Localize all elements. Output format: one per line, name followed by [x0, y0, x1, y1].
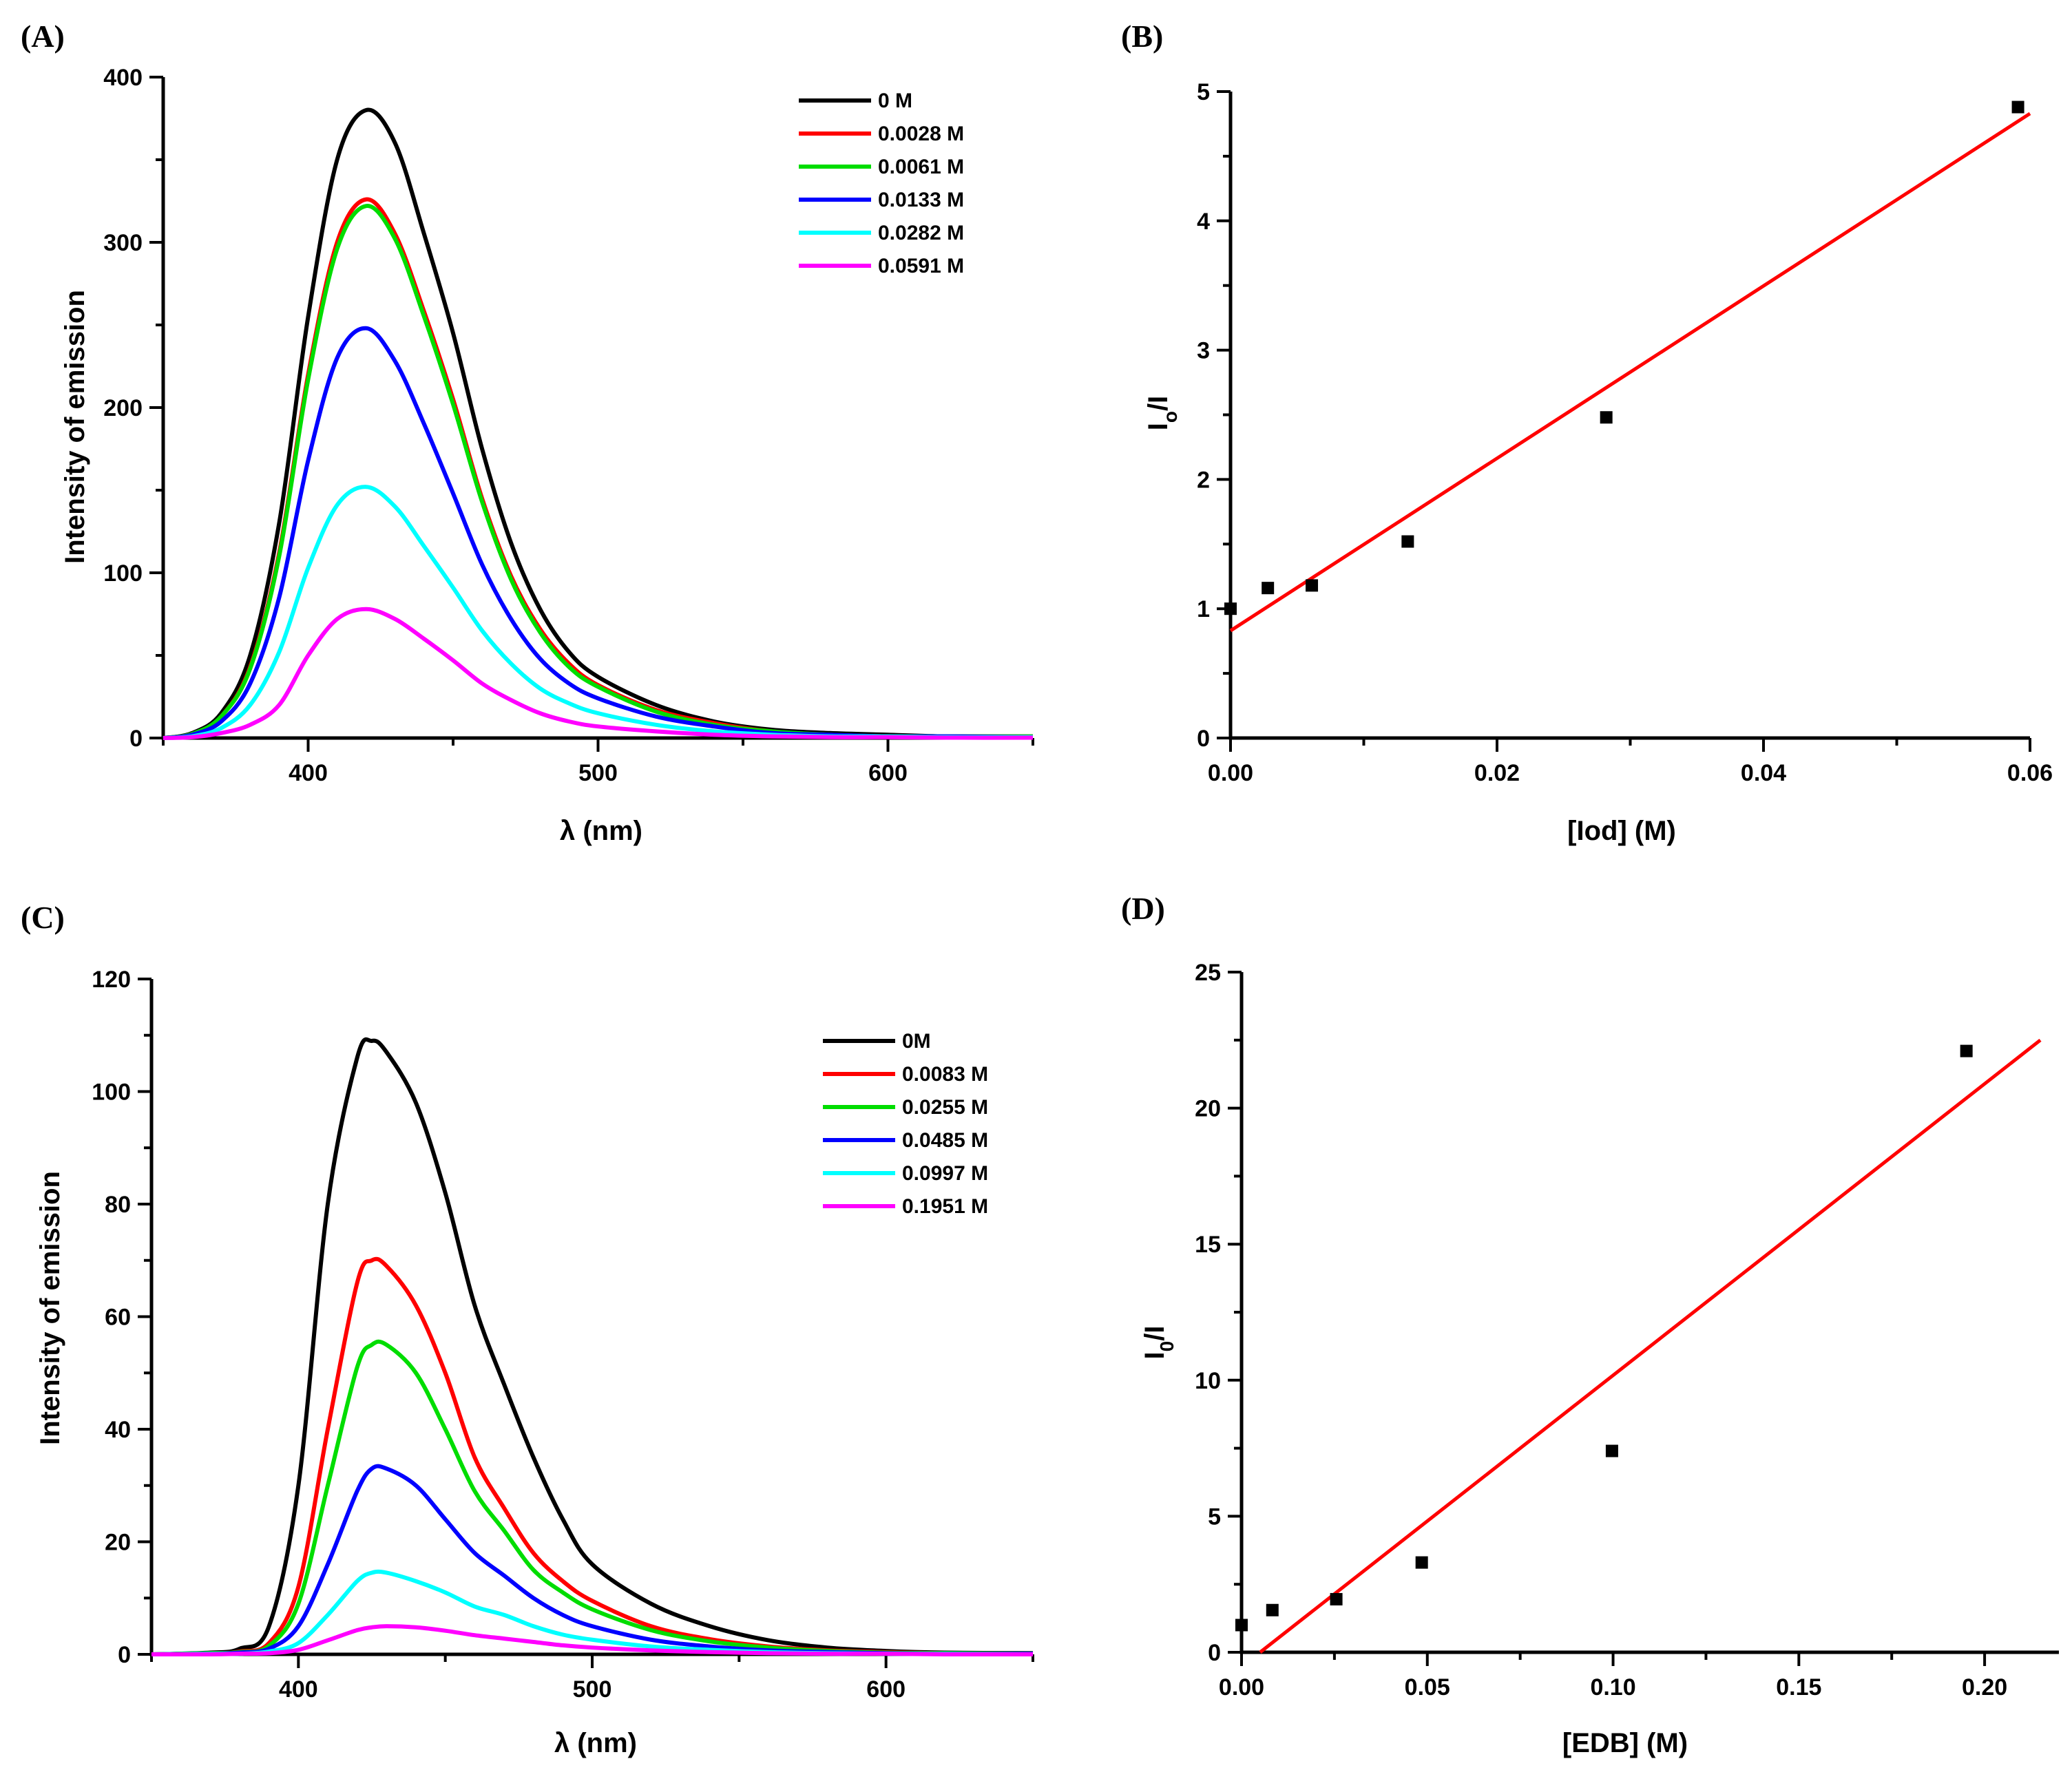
- x-axis-title: [Iod] (M): [1567, 816, 1676, 846]
- data-point: [1330, 1592, 1343, 1605]
- series-line-0-0591-M: [163, 607, 1034, 740]
- x-tick-label: 0.15: [1776, 1674, 1821, 1700]
- x-tick-label: 0.04: [1741, 760, 1786, 786]
- fit-line: [1259, 1038, 2042, 1654]
- series-line-0-1951-M: [151, 1624, 1033, 1657]
- legend: 0M 0.0083 M 0.0255 M 0.0485 M 0.0997 M 0.1951…: [823, 1030, 988, 1218]
- series-line-0-0061-M: [163, 204, 1033, 740]
- y-tick-label: 0: [1208, 1640, 1221, 1666]
- legend-label: 0.0485 M: [902, 1129, 988, 1152]
- y-tick-label: 300: [103, 230, 143, 256]
- x-tick-label: 0.10: [1590, 1674, 1635, 1700]
- y-axis-title: Io/I: [1143, 396, 1181, 430]
- y-tick-label: 1: [1197, 596, 1210, 622]
- y-tick-label: 200: [103, 395, 143, 421]
- series-line-0-0255-M: [151, 1339, 1034, 1656]
- data-point: [1415, 1556, 1428, 1569]
- legend-label: 0.0255 M: [902, 1096, 988, 1119]
- axis-lines: [149, 979, 1033, 1656]
- legend-label: 0.0061 M: [878, 156, 964, 178]
- legend-label: 0M: [902, 1030, 931, 1053]
- legend-label: 0.0997 M: [902, 1162, 988, 1185]
- y-tick-label: 5: [1197, 79, 1210, 105]
- legend-label: 0.0282 M: [878, 222, 964, 244]
- y-tick-label: 20: [1195, 1096, 1221, 1122]
- x-tick-label: 500: [573, 1676, 612, 1703]
- series-line-0M: [151, 1037, 1034, 1656]
- y-tick-label: 400: [103, 65, 143, 91]
- panel-a-emission-spectra-iod: (A) 400 500 600 0 100 200 300 400 0 M 0.0028 M 0.0…: [21, 19, 1034, 846]
- panel-d-stern-volmer-edb: (D) 0.00 0.05 0.10 0.15 0.20 0 5 10 15 20 25 [EDB]…: [1121, 891, 2059, 1758]
- legend-label: 0.0083 M: [902, 1063, 988, 1086]
- data-point: [1600, 411, 1613, 424]
- x-axis-title: λ (nm): [560, 816, 642, 846]
- axis-lines: [1228, 92, 2030, 740]
- data-point: [1266, 1603, 1279, 1616]
- y-axis-title: Intensity of emission: [35, 1171, 65, 1445]
- y-tick-label: 0: [129, 726, 143, 752]
- x-tick-label: 400: [289, 760, 328, 786]
- y-tick-label: 0: [118, 1642, 131, 1668]
- x-tick-label: 400: [279, 1676, 318, 1703]
- panel-label-c: (C): [21, 900, 65, 935]
- x-tick-label: 0.06: [2007, 760, 2053, 786]
- x-tick-label: 0.00: [1219, 1674, 1264, 1700]
- y-tick-label: 2: [1197, 467, 1210, 493]
- legend: 0 M 0.0028 M 0.0061 M 0.0133 M 0.0282 M 0.059…: [799, 89, 964, 277]
- y-axis-title: I0/I: [1140, 1326, 1178, 1360]
- y-tick-label: 3: [1197, 338, 1210, 364]
- x-tick-label: 600: [868, 760, 908, 786]
- y-tick-label: 40: [105, 1417, 131, 1443]
- legend-label: 0.0028 M: [878, 123, 964, 145]
- y-tick-label: 80: [105, 1192, 131, 1218]
- y-axis-title: Intensity of emission: [60, 290, 90, 564]
- y-tick-label: 100: [92, 1079, 131, 1106]
- y-tick-label: 120: [92, 967, 131, 993]
- panel-b-stern-volmer-iod: (B) 0.00 0.02 0.04 0.06 0 1 2 3 4 5 [Iod] (M) Io/…: [1121, 19, 2053, 846]
- panel-label-b: (B): [1121, 19, 1163, 54]
- y-tick-label: 4: [1197, 209, 1210, 235]
- legend-label: 0.0591 M: [878, 255, 964, 277]
- data-point: [1960, 1044, 1973, 1057]
- data-point: [2011, 101, 2024, 114]
- x-tick-label: 600: [866, 1676, 906, 1703]
- series-line-0-0083-M: [151, 1256, 1034, 1656]
- legend-label: 0.1951 M: [902, 1195, 988, 1218]
- x-axis-title: [EDB] (M): [1562, 1728, 1688, 1758]
- y-tick-label: 10: [1195, 1368, 1221, 1394]
- panel-label-a: (A): [21, 19, 65, 54]
- y-tick-label: 15: [1195, 1232, 1221, 1258]
- panel-c-emission-spectra-edb: (C) 400 500 600 0 20 40 60 80 100 120 0M 0.0083 M 0.…: [21, 900, 1034, 1758]
- y-tick-label: 5: [1208, 1504, 1221, 1530]
- x-tick-label: 0.20: [1962, 1674, 2007, 1700]
- x-tick-label: 0.05: [1405, 1674, 1450, 1700]
- x-axis-title: λ (nm): [554, 1728, 637, 1758]
- y-tick-label: 60: [105, 1305, 131, 1331]
- panel-label-d: (D): [1121, 891, 1165, 926]
- data-point: [1262, 582, 1275, 595]
- axis-lines: [1239, 972, 2059, 1654]
- data-point: [1605, 1444, 1618, 1457]
- x-tick-label: 500: [578, 760, 618, 786]
- legend-label: 0.0133 M: [878, 189, 964, 211]
- y-tick-label: 0: [1197, 726, 1210, 752]
- y-tick-label: 100: [103, 560, 143, 587]
- legend-label: 0 M: [878, 89, 912, 112]
- data-point: [1235, 1619, 1248, 1632]
- y-tick-label: 25: [1195, 960, 1221, 986]
- data-point: [1306, 579, 1319, 592]
- fit-line: [1229, 112, 2031, 633]
- x-tick-label: 0.02: [1474, 760, 1520, 786]
- data-point: [1401, 535, 1414, 548]
- y-tick-label: 20: [105, 1530, 131, 1556]
- data-point: [1224, 602, 1237, 615]
- x-tick-label: 0.00: [1208, 760, 1253, 786]
